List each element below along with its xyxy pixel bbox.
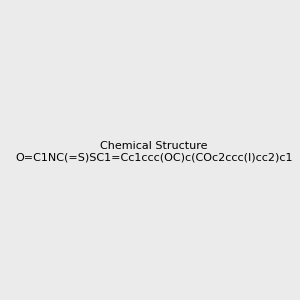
Text: Chemical Structure
O=C1NC(=S)SC1=Cc1ccc(OC)c(COc2ccc(I)cc2)c1: Chemical Structure O=C1NC(=S)SC1=Cc1ccc(… xyxy=(15,141,292,162)
